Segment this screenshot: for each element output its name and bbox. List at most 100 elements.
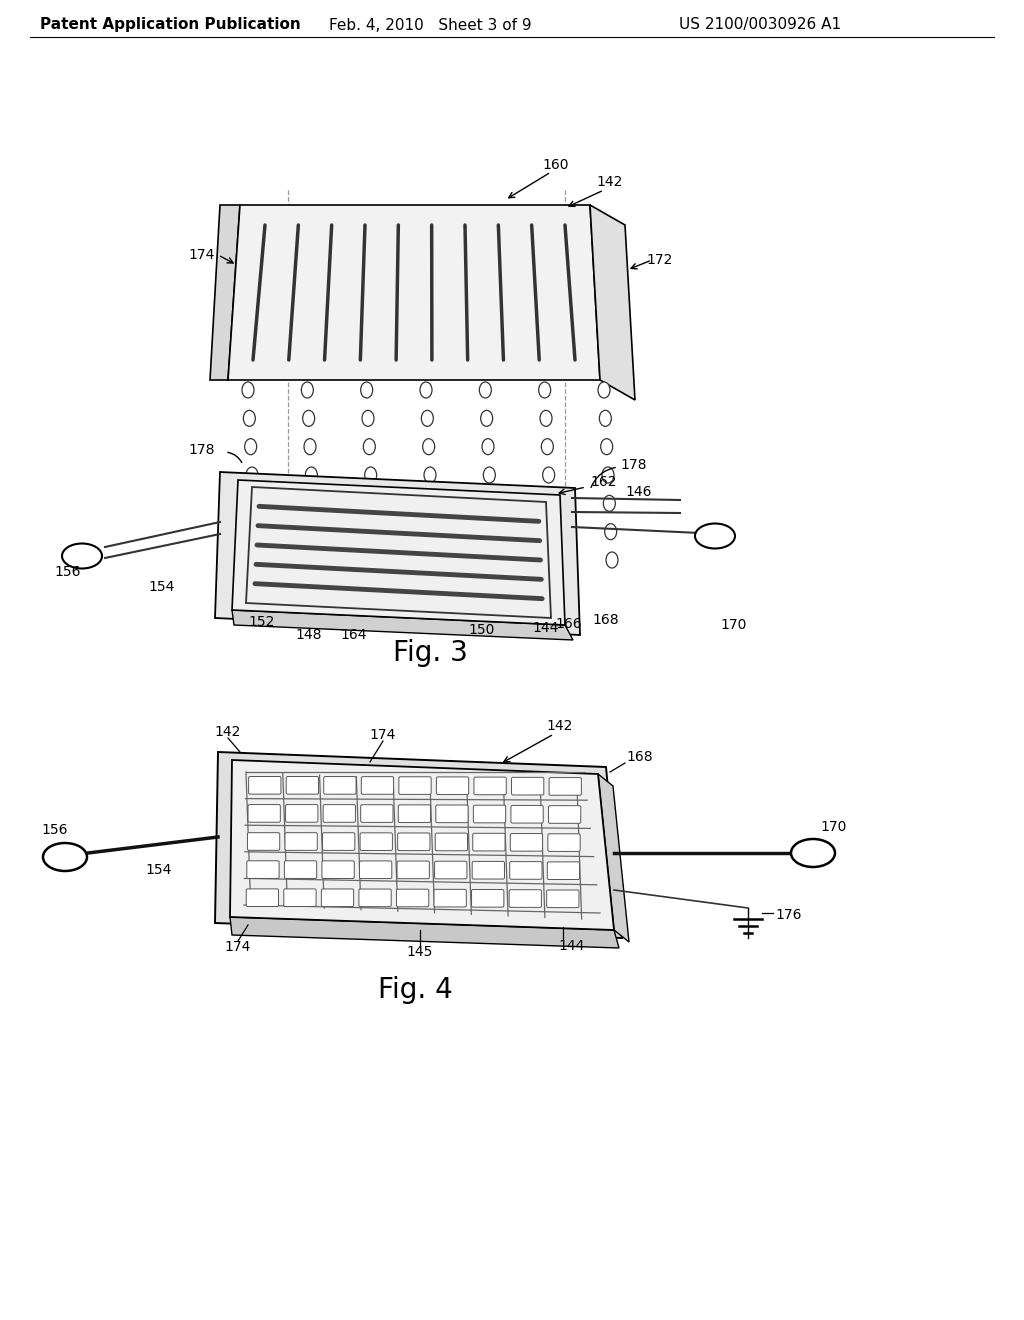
- Ellipse shape: [424, 467, 436, 483]
- Ellipse shape: [598, 381, 610, 399]
- FancyBboxPatch shape: [435, 833, 468, 851]
- Ellipse shape: [539, 381, 551, 399]
- Text: 146: 146: [625, 484, 651, 499]
- Ellipse shape: [601, 438, 612, 454]
- Text: 172: 172: [647, 253, 673, 267]
- FancyBboxPatch shape: [360, 805, 393, 822]
- Ellipse shape: [487, 552, 500, 568]
- Polygon shape: [232, 610, 573, 640]
- Text: 156: 156: [54, 565, 81, 579]
- Ellipse shape: [483, 467, 496, 483]
- FancyBboxPatch shape: [398, 805, 430, 822]
- Ellipse shape: [303, 411, 314, 426]
- Ellipse shape: [543, 467, 555, 483]
- Ellipse shape: [479, 381, 492, 399]
- Ellipse shape: [368, 524, 379, 540]
- Ellipse shape: [62, 544, 102, 569]
- Ellipse shape: [544, 495, 556, 511]
- Ellipse shape: [546, 524, 557, 540]
- Text: 154: 154: [145, 863, 171, 876]
- Polygon shape: [215, 752, 622, 939]
- FancyBboxPatch shape: [436, 777, 469, 795]
- Ellipse shape: [603, 495, 615, 511]
- FancyBboxPatch shape: [284, 888, 316, 907]
- Text: 174: 174: [225, 940, 251, 954]
- Text: 170: 170: [820, 820, 847, 834]
- Ellipse shape: [427, 524, 438, 540]
- Text: 148: 148: [295, 628, 322, 642]
- Ellipse shape: [423, 438, 434, 454]
- FancyBboxPatch shape: [399, 776, 431, 795]
- FancyBboxPatch shape: [548, 834, 581, 851]
- FancyBboxPatch shape: [396, 890, 429, 907]
- Text: 170: 170: [720, 618, 746, 632]
- Ellipse shape: [301, 381, 313, 399]
- FancyBboxPatch shape: [322, 861, 354, 879]
- Ellipse shape: [695, 524, 735, 549]
- Text: 150: 150: [468, 623, 495, 638]
- FancyBboxPatch shape: [472, 890, 504, 907]
- FancyBboxPatch shape: [324, 805, 355, 822]
- Text: 176: 176: [775, 908, 802, 921]
- FancyBboxPatch shape: [473, 833, 505, 851]
- Polygon shape: [228, 205, 600, 380]
- Ellipse shape: [306, 495, 318, 511]
- Ellipse shape: [242, 381, 254, 399]
- Ellipse shape: [364, 438, 376, 454]
- Ellipse shape: [360, 381, 373, 399]
- Text: Fig. 3: Fig. 3: [392, 639, 467, 667]
- Text: 174: 174: [370, 729, 396, 742]
- Text: 168: 168: [626, 750, 652, 764]
- Polygon shape: [230, 917, 618, 948]
- Text: 168: 168: [592, 612, 618, 627]
- Ellipse shape: [245, 438, 257, 454]
- Ellipse shape: [248, 495, 259, 511]
- FancyBboxPatch shape: [247, 861, 280, 878]
- Text: 142: 142: [547, 719, 573, 733]
- Ellipse shape: [362, 411, 374, 426]
- FancyBboxPatch shape: [434, 861, 467, 879]
- Ellipse shape: [366, 495, 378, 511]
- Ellipse shape: [421, 411, 433, 426]
- Text: 160: 160: [543, 158, 569, 172]
- FancyBboxPatch shape: [285, 861, 316, 878]
- FancyBboxPatch shape: [512, 777, 544, 795]
- Ellipse shape: [606, 552, 618, 568]
- FancyBboxPatch shape: [473, 805, 506, 822]
- Polygon shape: [590, 205, 635, 400]
- Polygon shape: [210, 205, 240, 380]
- Polygon shape: [598, 774, 629, 942]
- Ellipse shape: [480, 411, 493, 426]
- FancyBboxPatch shape: [436, 805, 468, 822]
- FancyBboxPatch shape: [547, 890, 579, 908]
- Text: 156: 156: [42, 822, 69, 837]
- Ellipse shape: [425, 495, 437, 511]
- Text: 174: 174: [188, 248, 215, 261]
- FancyBboxPatch shape: [474, 777, 506, 795]
- Polygon shape: [230, 760, 614, 931]
- Ellipse shape: [244, 411, 255, 426]
- FancyBboxPatch shape: [509, 890, 542, 907]
- Text: US 2100/0030926 A1: US 2100/0030926 A1: [679, 17, 841, 33]
- Ellipse shape: [791, 840, 835, 867]
- FancyBboxPatch shape: [549, 805, 581, 824]
- Ellipse shape: [604, 524, 616, 540]
- Ellipse shape: [246, 467, 258, 483]
- FancyBboxPatch shape: [359, 861, 392, 879]
- Text: 154: 154: [148, 579, 174, 594]
- FancyBboxPatch shape: [397, 833, 430, 850]
- Text: 144: 144: [558, 939, 585, 953]
- FancyBboxPatch shape: [547, 862, 580, 879]
- Text: 145: 145: [407, 945, 433, 960]
- Text: 144: 144: [532, 620, 558, 635]
- FancyBboxPatch shape: [510, 862, 542, 879]
- FancyBboxPatch shape: [248, 805, 281, 822]
- Text: 162: 162: [590, 475, 616, 488]
- FancyBboxPatch shape: [286, 776, 318, 795]
- FancyBboxPatch shape: [472, 862, 505, 879]
- Ellipse shape: [365, 467, 377, 483]
- FancyBboxPatch shape: [285, 833, 317, 850]
- FancyBboxPatch shape: [360, 833, 392, 850]
- Text: 142: 142: [597, 176, 624, 189]
- FancyBboxPatch shape: [324, 776, 356, 795]
